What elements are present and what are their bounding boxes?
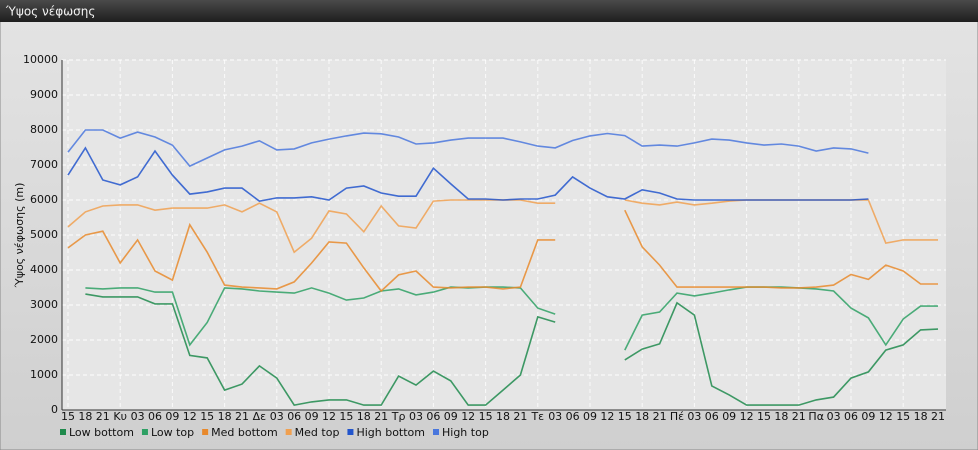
legend-swatch: [60, 429, 66, 435]
x-tick-label: 12: [461, 410, 475, 423]
y-tick-label: 2000: [30, 333, 58, 346]
x-tick-label: 15: [618, 410, 632, 423]
y-tick-label: 4000: [30, 263, 58, 276]
y-tick-label: 1000: [30, 368, 58, 381]
y-tick-label: 6000: [30, 193, 58, 206]
legend-label: Low bottom: [69, 426, 134, 439]
x-tick-label: 15: [896, 410, 910, 423]
window-title: Ύψος νέφωσης: [5, 5, 95, 19]
x-tick-label: 09: [583, 410, 597, 423]
y-tick-label: 3000: [30, 298, 58, 311]
x-tick-label: Τρ: [391, 410, 406, 423]
x-tick-label: 18: [78, 410, 92, 423]
x-tick-label: 12: [322, 410, 336, 423]
legend-swatch: [433, 429, 439, 435]
x-tick-label: 09: [305, 410, 319, 423]
x-tick-label: 09: [722, 410, 736, 423]
x-tick-label: 06: [426, 410, 440, 423]
x-tick-label: 03: [131, 410, 145, 423]
x-tick-label: Πα: [808, 410, 824, 423]
x-tick-label: 15: [61, 410, 75, 423]
x-tick-label: 09: [861, 410, 875, 423]
x-tick-label: 21: [513, 410, 527, 423]
legend-label: Med top: [295, 426, 340, 439]
x-tick-label: 15: [200, 410, 214, 423]
legend-swatch: [285, 429, 292, 435]
x-tick-label: 21: [653, 410, 667, 423]
x-tick-label: 09: [444, 410, 458, 423]
x-tick-label: 03: [687, 410, 701, 423]
legend-label: High top: [442, 426, 489, 439]
x-tick-label: Τε: [530, 410, 544, 423]
series-line: [85, 293, 939, 406]
y-tick-label: 7000: [30, 158, 58, 171]
y-tick-label: 0: [51, 403, 58, 416]
x-tick-label: 06: [287, 410, 301, 423]
x-tick-label: 03: [548, 410, 562, 423]
series-line: [67, 209, 938, 293]
x-tick-label: 09: [165, 410, 179, 423]
x-tick-label: 12: [879, 410, 893, 423]
x-tick-label: 12: [600, 410, 614, 423]
y-axis-label: Ύψος νέφωσης (m): [13, 183, 26, 289]
x-tick-label: 21: [235, 410, 249, 423]
legend-label: Med bottom: [211, 426, 278, 439]
x-tick-label: 03: [409, 410, 423, 423]
x-tick-label: 06: [844, 410, 858, 423]
y-tick-label: 9000: [30, 88, 58, 101]
legend-label: Low top: [151, 426, 194, 439]
x-tick-label: 18: [357, 410, 371, 423]
x-tick-label: 18: [914, 410, 928, 423]
x-tick-label: 15: [339, 410, 353, 423]
series-line: [67, 146, 869, 202]
x-tick-label: 18: [496, 410, 510, 423]
x-tick-label: 21: [96, 410, 110, 423]
x-tick-label: 18: [774, 410, 788, 423]
x-tick-label: 12: [740, 410, 754, 423]
x-tick-label: 18: [218, 410, 232, 423]
x-tick-label: 21: [931, 410, 945, 423]
x-tick-label: 21: [792, 410, 806, 423]
legend-swatch: [347, 429, 354, 435]
x-tick-label: 06: [705, 410, 719, 423]
x-tick-label: 06: [148, 410, 162, 423]
title-bar: [0, 0, 978, 22]
x-tick-label: Κυ: [113, 410, 127, 423]
x-tick-label: 12: [183, 410, 197, 423]
y-tick-label: 5000: [30, 228, 58, 241]
x-tick-label: 18: [635, 410, 649, 423]
x-tick-label: 15: [479, 410, 493, 423]
legend-swatch: [141, 429, 148, 435]
x-tick-label: 03: [270, 410, 284, 423]
x-tick-label: 15: [757, 410, 771, 423]
legend-label: High bottom: [356, 426, 425, 439]
x-tick-label: 06: [566, 410, 580, 423]
x-tick-label: 21: [374, 410, 388, 423]
x-tick-label: Δε: [253, 410, 267, 423]
x-tick-label: 03: [827, 410, 841, 423]
legend-swatch: [202, 429, 209, 435]
y-tick-label: 10000: [23, 53, 58, 66]
y-tick-label: 8000: [30, 123, 58, 136]
x-tick-label: Πέ: [670, 410, 684, 423]
series-line: [67, 129, 869, 168]
